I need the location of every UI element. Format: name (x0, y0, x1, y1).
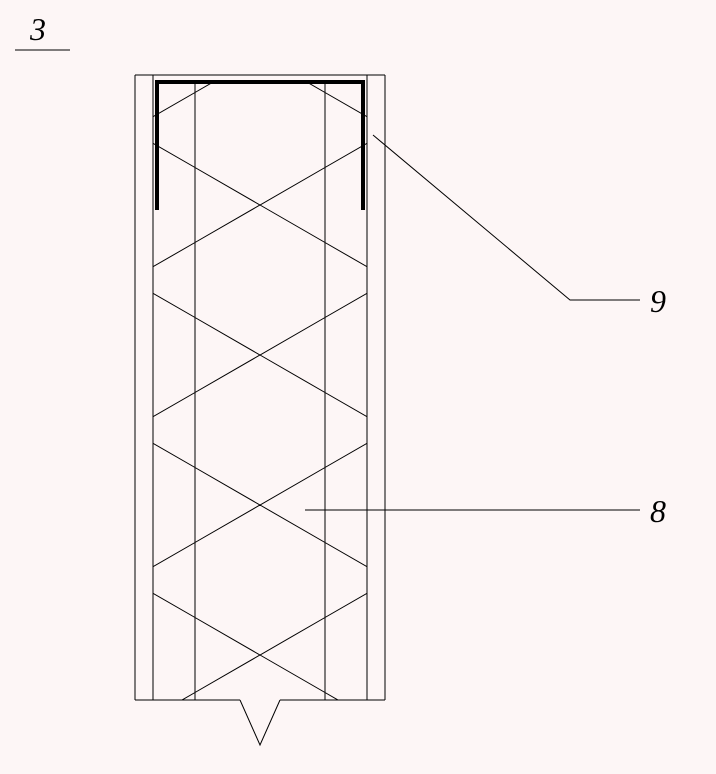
diagram-svg: 3 (0, 0, 716, 774)
cap-element (155, 80, 365, 210)
honeycomb-core (65, 0, 455, 774)
callout-label-8: 8 (650, 493, 666, 529)
break-symbol (240, 700, 280, 745)
callout-label-9: 9 (650, 283, 666, 319)
panel-outline (135, 75, 385, 700)
figure-title: 3 (29, 11, 46, 47)
leader-9 (373, 135, 640, 300)
